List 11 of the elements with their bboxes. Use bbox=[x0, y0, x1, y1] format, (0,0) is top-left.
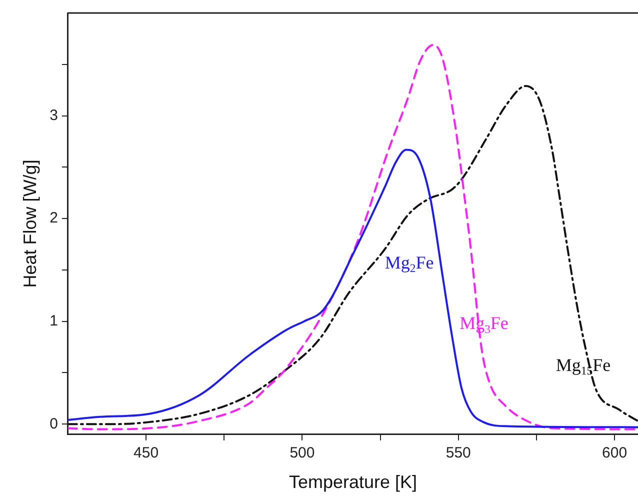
y-tick-label: 0 bbox=[50, 415, 58, 432]
y-tick-label: 2 bbox=[50, 210, 58, 227]
x-tick-label: 550 bbox=[446, 444, 471, 462]
y-tick-label: 3 bbox=[50, 106, 58, 124]
x-tick-label: 600 bbox=[602, 444, 628, 462]
x-tick-label: 450 bbox=[134, 444, 159, 462]
x-tick-label: 500 bbox=[290, 444, 315, 462]
line-series bbox=[68, 148, 638, 428]
x-axis-title: Temperature [K] bbox=[288, 472, 417, 492]
y-tick-label: 1 bbox=[50, 312, 58, 330]
y-axis-title: Heat Flow [W/g] bbox=[20, 160, 40, 288]
